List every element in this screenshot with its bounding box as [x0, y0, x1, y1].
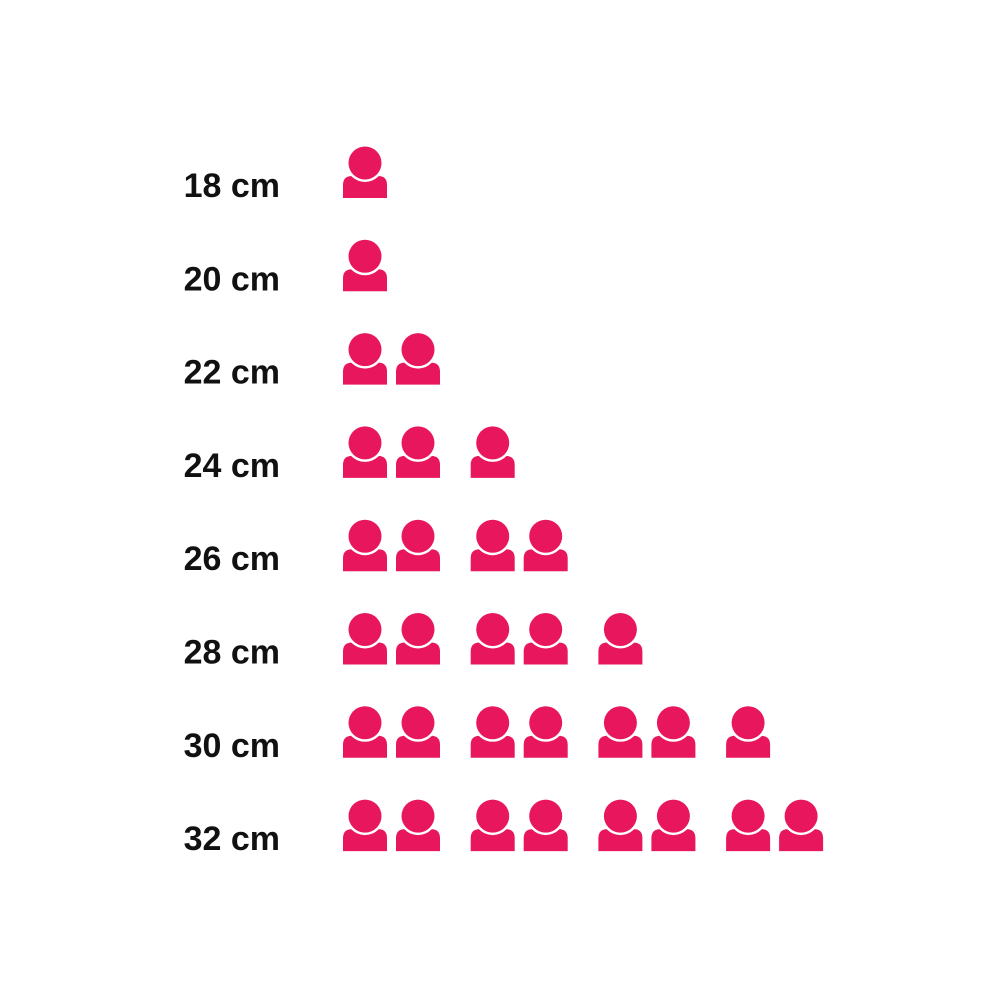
person-icon — [343, 610, 387, 665]
person-icon — [396, 703, 440, 758]
person-icon — [396, 330, 440, 385]
person-icon — [396, 610, 440, 665]
category-label: 28 cm — [184, 634, 280, 672]
category-label: 30 cm — [184, 727, 280, 765]
person-icon — [726, 703, 771, 758]
category-label: 22 cm — [184, 354, 280, 392]
person-icon — [470, 610, 515, 665]
category-label: 26 cm — [184, 540, 280, 578]
person-icon — [470, 423, 515, 478]
person-icon — [343, 330, 387, 385]
person-icon — [343, 517, 387, 572]
person-icon — [396, 423, 440, 478]
category-label: 32 cm — [184, 820, 280, 858]
category-label: 24 cm — [184, 447, 280, 485]
person-icon — [343, 797, 387, 852]
person-icon — [396, 797, 440, 852]
person-icon — [523, 517, 568, 572]
category-label: 18 cm — [184, 167, 280, 205]
person-icon — [598, 797, 643, 852]
person-icon — [523, 610, 568, 665]
person-icon — [343, 237, 387, 292]
person-icon — [598, 703, 643, 758]
person-icon — [396, 517, 440, 572]
person-icon — [343, 423, 387, 478]
person-icon — [779, 797, 824, 852]
category-label: 20 cm — [184, 260, 280, 298]
person-icon — [523, 797, 568, 852]
person-icon — [343, 703, 387, 758]
person-icon — [470, 797, 515, 852]
person-icon — [470, 703, 515, 758]
person-icon — [726, 797, 771, 852]
person-icon — [598, 610, 643, 665]
person-icon — [651, 703, 696, 758]
person-icon — [523, 703, 568, 758]
person-icon — [343, 144, 387, 198]
person-icon — [470, 517, 515, 572]
person-icon — [651, 797, 696, 852]
